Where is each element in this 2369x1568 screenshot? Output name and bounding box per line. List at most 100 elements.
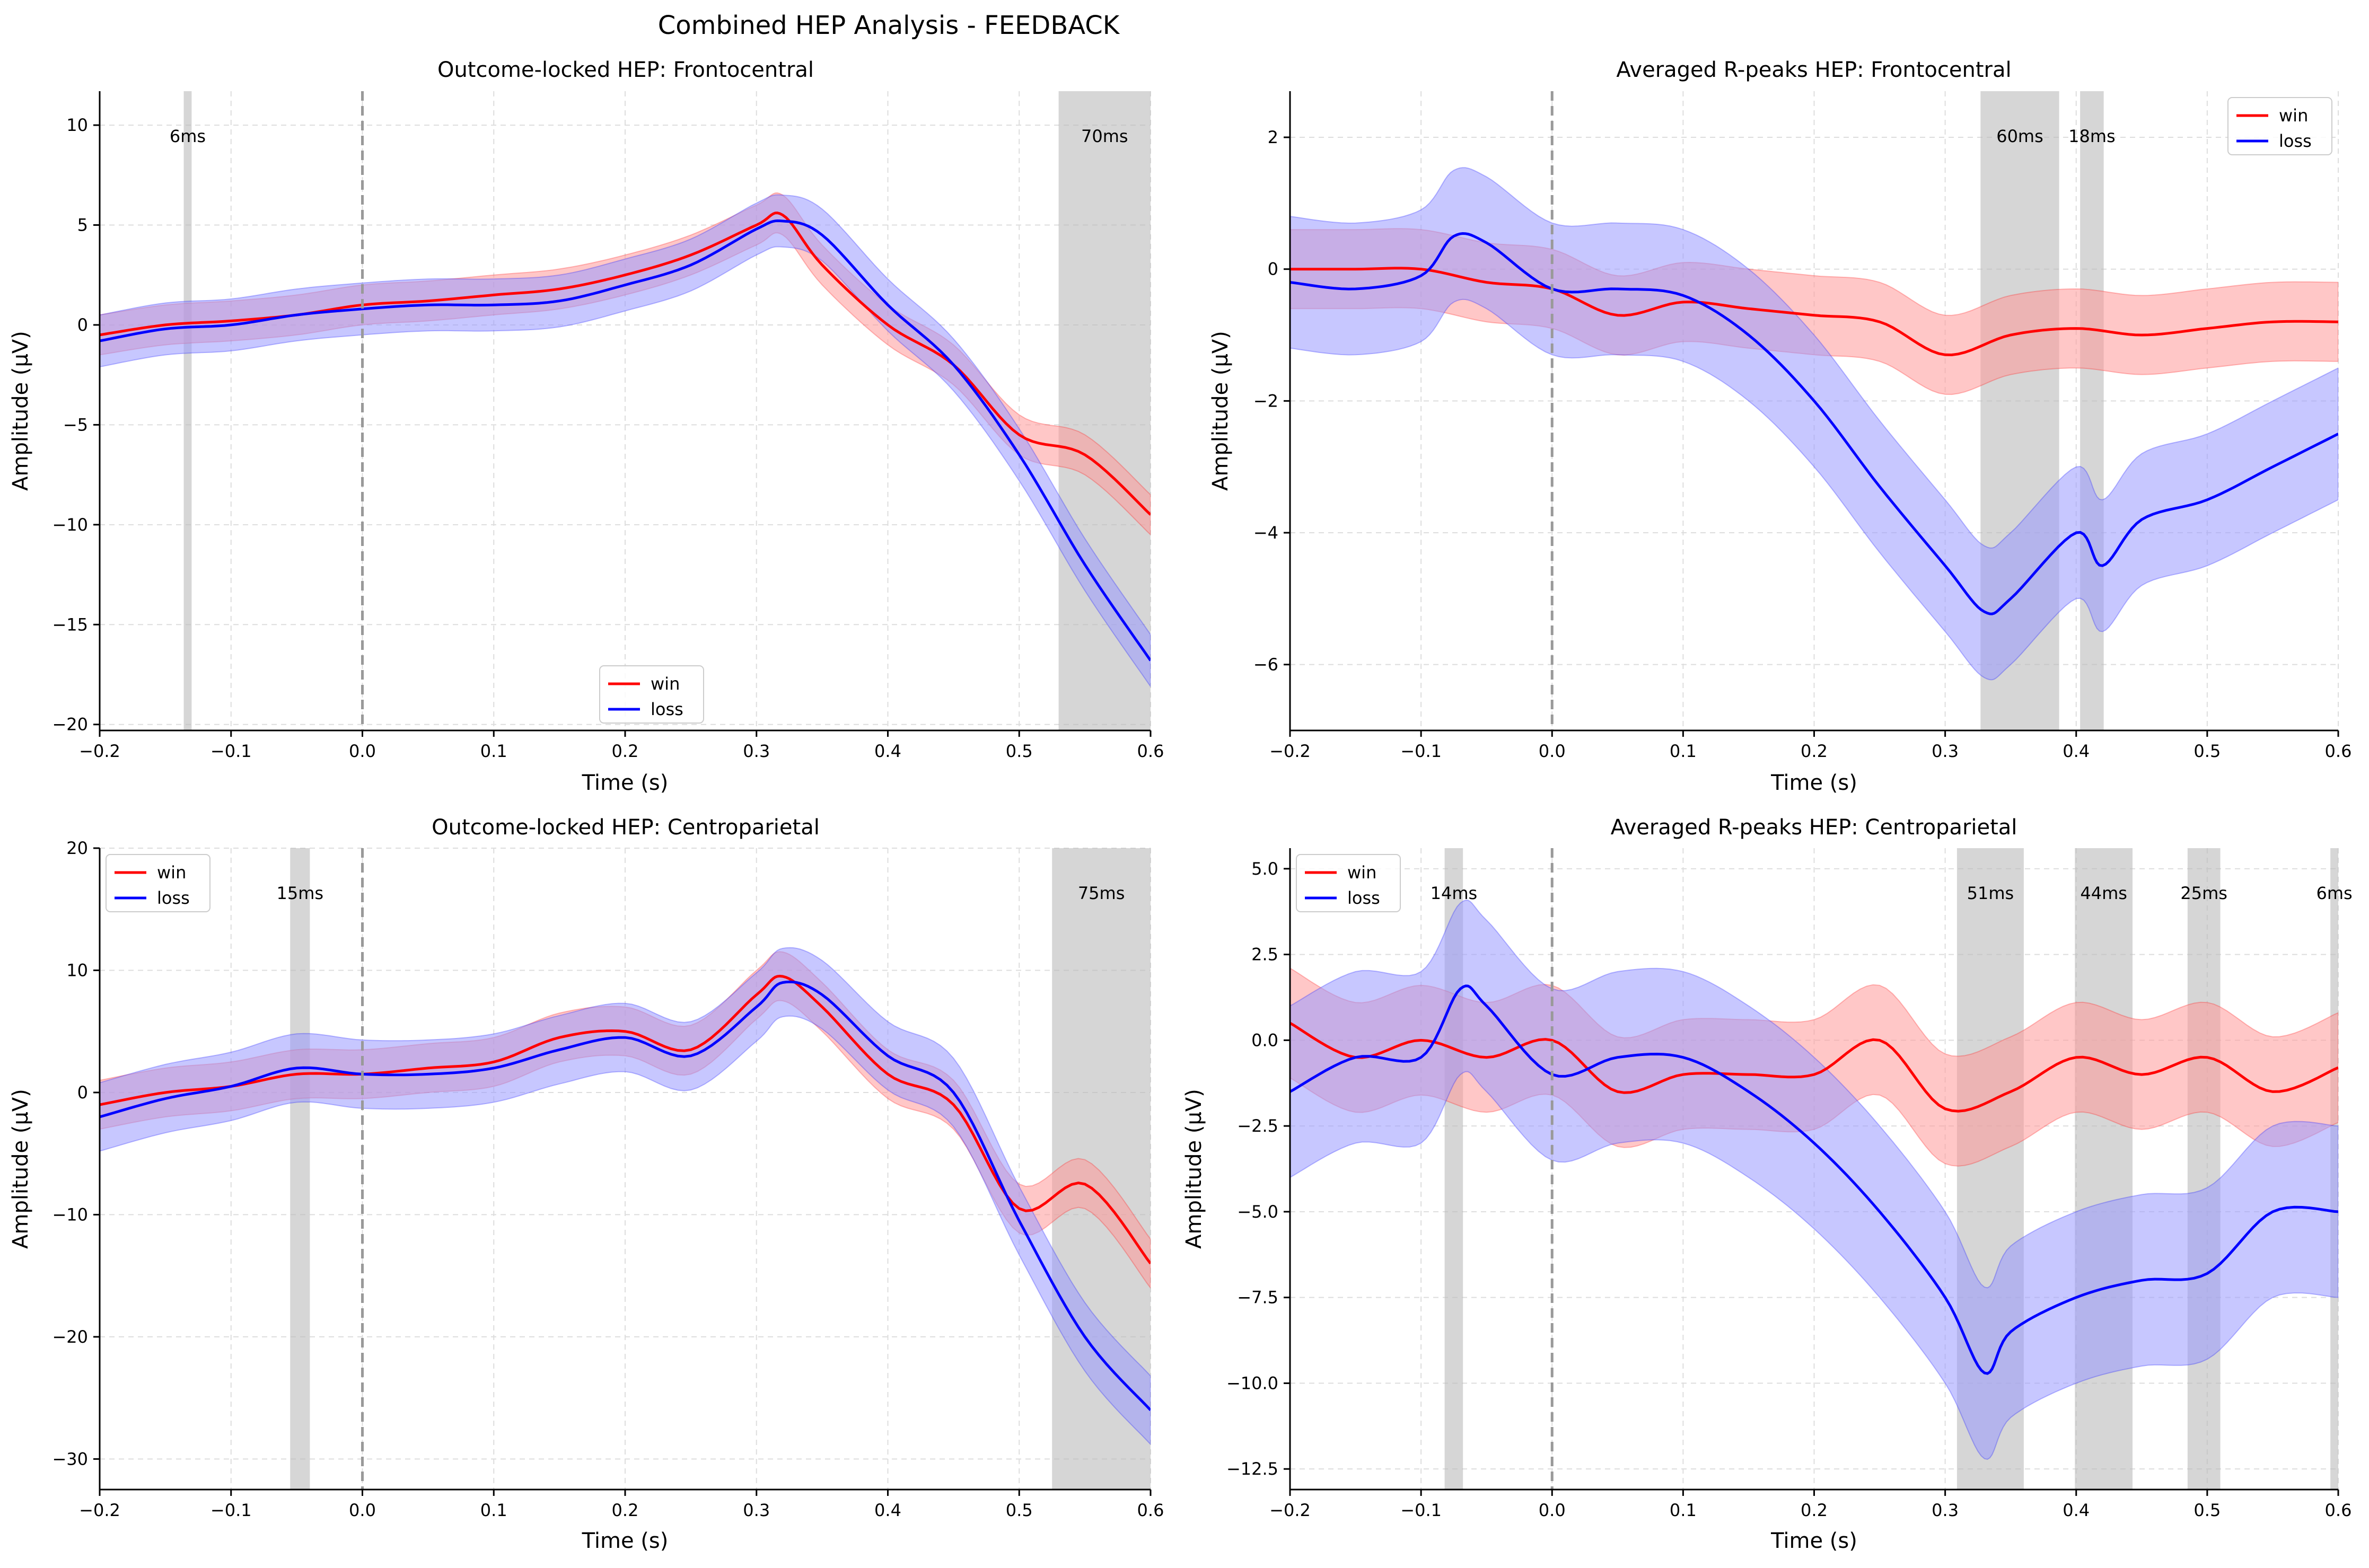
x-tick-label: 0.2 bbox=[1801, 741, 1828, 761]
y-tick-label: 2 bbox=[1268, 127, 1278, 147]
y-tick-label: 0.0 bbox=[1251, 1030, 1278, 1050]
legend: win loss bbox=[1296, 854, 1401, 912]
y-tick-label: −15 bbox=[52, 614, 88, 635]
plot-area bbox=[1290, 91, 2338, 730]
y-tick-label: −20 bbox=[52, 1327, 88, 1347]
series-line-win bbox=[100, 974, 1151, 1265]
y-tick-label: −2.5 bbox=[1237, 1116, 1278, 1136]
x-tick-label: 0.0 bbox=[1539, 741, 1566, 761]
x-axis-label: Time (s) bbox=[1770, 771, 1857, 795]
legend: win loss bbox=[599, 665, 704, 724]
x-tick-label: 0.2 bbox=[1801, 1500, 1828, 1520]
y-tick-label: −30 bbox=[52, 1449, 88, 1469]
y-axis-label: Amplitude (μV) bbox=[8, 331, 33, 491]
y-tick-label: 20 bbox=[66, 838, 88, 858]
y-tick-label: −10.0 bbox=[1226, 1373, 1278, 1393]
x-tick-label: −0.1 bbox=[210, 1500, 252, 1520]
chart-title: Averaged R-peaks HEP: Frontocentral bbox=[1616, 58, 2011, 82]
legend-label-loss: loss bbox=[2279, 131, 2312, 151]
significance-span bbox=[2080, 91, 2104, 730]
chart-panel-4: 14ms 51ms 44ms 25ms 6ms −0.2 −0.1 0.0 0.1 0.2 0.3 0… bbox=[1182, 815, 2353, 1553]
x-tick-label: 0.0 bbox=[1539, 1500, 1566, 1520]
series-line-loss bbox=[100, 980, 1151, 1411]
x-tick-label: 0.6 bbox=[1137, 741, 1164, 761]
y-axis-label: Amplitude (μV) bbox=[8, 1089, 33, 1249]
x-tick-label: 0.6 bbox=[1137, 1500, 1164, 1520]
y-tick-label: −10 bbox=[52, 1204, 88, 1225]
y-tick-label: −5.0 bbox=[1237, 1202, 1278, 1222]
x-tick-label: 0.5 bbox=[1006, 1500, 1033, 1520]
legend-label-loss: loss bbox=[157, 888, 190, 908]
chart-panel-3: 15ms 75ms −0.2 −0.1 0.0 0.1 0.2 0.3 0.4 0.5 0.6 20 1… bbox=[8, 815, 1164, 1553]
x-axis-label: Time (s) bbox=[582, 771, 669, 795]
y-tick-label: 10 bbox=[66, 960, 88, 980]
x-axis-label: Time (s) bbox=[582, 1529, 669, 1553]
span-label: 18ms bbox=[2068, 126, 2116, 146]
chart-panel-1: 6ms 70ms −0.2 −0.1 0.0 0.1 0.2 0.3 0.4 0.5 0.6 10 5 0… bbox=[8, 58, 1164, 795]
y-tick-label: −6 bbox=[1253, 655, 1278, 675]
span-label: 75ms bbox=[1078, 883, 1125, 903]
legend-label-win: win bbox=[157, 862, 186, 883]
x-tick-label: 0.5 bbox=[2193, 1500, 2221, 1520]
span-label: 44ms bbox=[2080, 883, 2127, 903]
x-tick-label: 0.1 bbox=[480, 741, 507, 761]
x-tick-label: 0.6 bbox=[2325, 1500, 2352, 1520]
x-tick-label: −0.2 bbox=[79, 741, 120, 761]
y-tick-label: −5 bbox=[63, 415, 88, 435]
x-tick-label: 0.5 bbox=[1006, 741, 1033, 761]
chart-title: Outcome-locked HEP: Frontocentral bbox=[437, 58, 814, 82]
x-tick-label: 0.3 bbox=[1932, 1500, 1959, 1520]
span-label: 70ms bbox=[1081, 126, 1128, 146]
x-tick-label: 0.1 bbox=[1670, 741, 1697, 761]
x-tick-label: 0.6 bbox=[2325, 741, 2352, 761]
legend-label-win: win bbox=[651, 674, 680, 694]
span-label: 51ms bbox=[1967, 883, 2014, 903]
x-tick-label: 0.1 bbox=[480, 1500, 507, 1520]
figure-title: Combined HEP Analysis - FEEDBACK bbox=[658, 11, 1120, 40]
y-tick-label: −12.5 bbox=[1226, 1459, 1278, 1479]
x-tick-label: −0.2 bbox=[79, 1500, 120, 1520]
chart-title: Outcome-locked HEP: Centroparietal bbox=[432, 815, 820, 840]
legend-label-loss: loss bbox=[651, 699, 683, 719]
y-tick-label: 5 bbox=[77, 215, 88, 235]
x-tick-label: 0.3 bbox=[743, 1500, 770, 1520]
legend: win loss bbox=[2227, 97, 2332, 155]
x-tick-label: 0.4 bbox=[2063, 741, 2090, 761]
x-tick-label: 0.4 bbox=[2063, 1500, 2090, 1520]
x-tick-label: −0.2 bbox=[1269, 741, 1311, 761]
x-tick-label: 0.5 bbox=[2193, 741, 2221, 761]
legend-label-win: win bbox=[1347, 862, 1376, 883]
x-tick-label: 0.3 bbox=[1932, 741, 1959, 761]
x-tick-label: 0.0 bbox=[349, 741, 376, 761]
y-tick-label: −2 bbox=[1253, 391, 1278, 411]
span-label: 25ms bbox=[2180, 883, 2227, 903]
y-tick-label: −20 bbox=[52, 715, 88, 735]
legend: win loss bbox=[106, 854, 210, 912]
x-tick-label: 0.4 bbox=[874, 1500, 901, 1520]
chart-panels: 6ms 70ms −0.2 −0.1 0.0 0.1 0.2 0.3 0.4 0.5 0.6 10 5 0… bbox=[8, 58, 2353, 1553]
y-tick-label: −10 bbox=[52, 515, 88, 535]
y-axis-label: Amplitude (μV) bbox=[1182, 1089, 1206, 1249]
x-axis-label: Time (s) bbox=[1770, 1529, 1857, 1553]
x-tick-label: −0.1 bbox=[1400, 741, 1442, 761]
chart-panel-2: 60ms 18ms −0.2 −0.1 0.0 0.1 0.2 0.3 0.4 0.5 0.6 2 0 −… bbox=[1208, 58, 2352, 795]
significance-span bbox=[183, 91, 192, 730]
y-tick-label: 5.0 bbox=[1251, 859, 1278, 879]
x-tick-label: −0.1 bbox=[210, 741, 252, 761]
x-tick-label: 0.0 bbox=[349, 1500, 376, 1520]
span-label: 6ms bbox=[170, 126, 206, 146]
series-line-loss bbox=[1290, 232, 2338, 615]
span-label: 14ms bbox=[1431, 883, 1478, 903]
y-tick-label: 0 bbox=[1268, 259, 1278, 279]
plot-area bbox=[1290, 848, 2338, 1490]
y-tick-label: −4 bbox=[1253, 523, 1278, 543]
legend-label-win: win bbox=[2279, 105, 2308, 126]
legend-label-loss: loss bbox=[1347, 888, 1380, 908]
y-tick-label: 0 bbox=[77, 315, 88, 335]
x-tick-label: −0.2 bbox=[1269, 1500, 1311, 1520]
x-tick-label: 0.3 bbox=[743, 741, 770, 761]
y-tick-label: 0 bbox=[77, 1082, 88, 1103]
span-label: 6ms bbox=[2316, 883, 2352, 903]
chart-title: Averaged R-peaks HEP: Centroparietal bbox=[1611, 815, 2017, 840]
